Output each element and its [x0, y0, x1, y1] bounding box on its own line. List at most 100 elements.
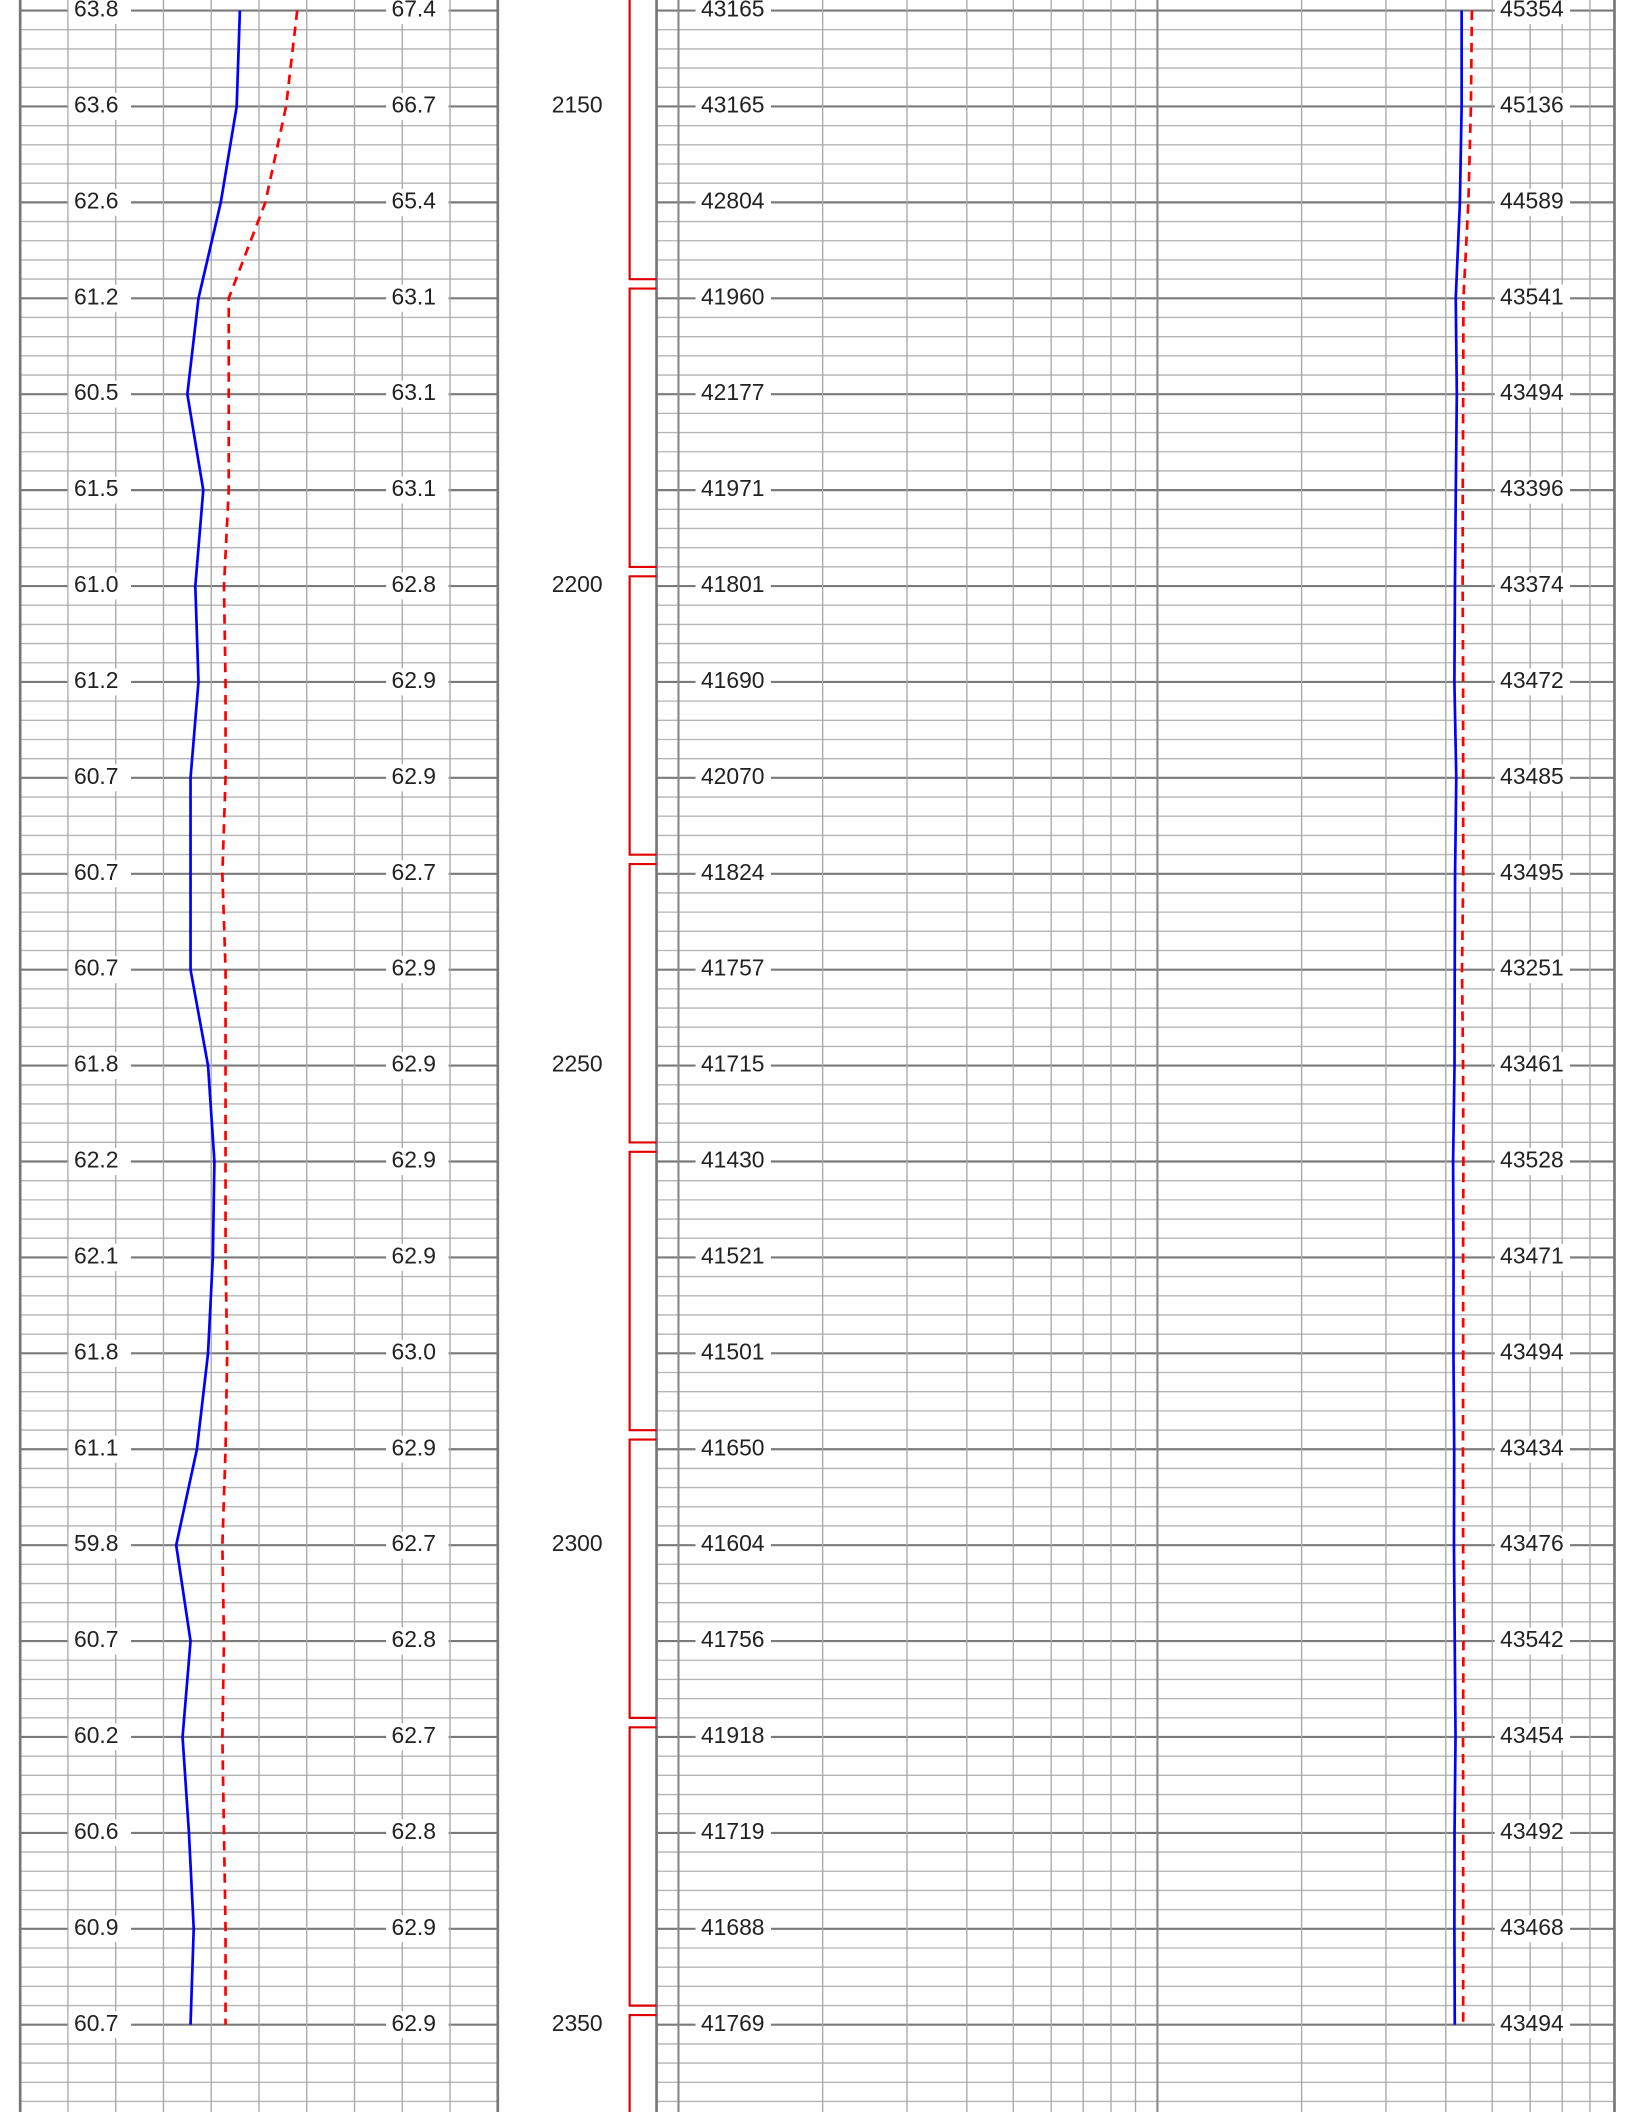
- value-label: 41650: [701, 1434, 765, 1460]
- label-background: [68, 1052, 132, 1080]
- label-background: [386, 860, 449, 888]
- label-background: [386, 1148, 449, 1175]
- value-label: 62.9: [392, 955, 437, 981]
- value-label: 62.9: [392, 1914, 437, 1940]
- label-background: [1494, 476, 1571, 504]
- label-background: [1494, 188, 1571, 216]
- label-background: [386, 956, 449, 984]
- interval-bracket: [628, 863, 657, 1144]
- value-label: 62.9: [392, 1434, 437, 1460]
- value-label: 60.7: [74, 955, 119, 981]
- value-label: 62.2: [74, 1147, 119, 1173]
- value-label: 43471: [1500, 1242, 1564, 1268]
- value-label: 43468: [1500, 1914, 1564, 1940]
- label-background: [1494, 1243, 1571, 1271]
- value-label: 62.6: [74, 187, 119, 213]
- value-label: 61.1: [74, 1434, 119, 1460]
- value-label: 43495: [1500, 859, 1564, 885]
- label-background: [1494, 572, 1571, 600]
- label-background: [695, 860, 771, 888]
- label-background: [695, 1723, 771, 1751]
- value-label: 41719: [701, 1818, 765, 1844]
- label-background: [695, 1243, 771, 1271]
- label-background: [695, 764, 771, 792]
- value-label: 61.5: [74, 475, 119, 501]
- label-background: [1494, 1915, 1571, 1943]
- label-background: [1494, 284, 1571, 312]
- value-label: 41801: [701, 571, 765, 597]
- label-background: [1494, 380, 1571, 408]
- label-background: [386, 0, 449, 25]
- log-curve: [221, 10, 299, 2025]
- label-background: [695, 1915, 771, 1943]
- value-label: 62.8: [392, 1626, 437, 1652]
- value-label: 43492: [1500, 1818, 1564, 1844]
- label-background: [695, 1339, 771, 1367]
- log-curve: [174, 10, 242, 2025]
- interval-bracket: [628, 1726, 657, 2007]
- label-background: [695, 572, 771, 600]
- label-background: [1494, 1052, 1571, 1080]
- label-background: [1494, 0, 1571, 25]
- label-background: [68, 1723, 132, 1751]
- value-label: 63.1: [392, 379, 437, 405]
- label-background: [695, 380, 771, 408]
- value-label: 43494: [1500, 379, 1564, 405]
- value-label: 65.4: [392, 187, 437, 213]
- label-background: [68, 1531, 132, 1559]
- interval-bracket: [628, 575, 657, 856]
- label-background: [386, 1531, 449, 1559]
- label-background: [1494, 1435, 1571, 1463]
- label-background: [386, 1915, 449, 1943]
- label-background: [68, 1819, 132, 1847]
- value-label: 43461: [1500, 1051, 1564, 1077]
- value-label: 41690: [701, 667, 765, 693]
- label-background: [68, 1627, 132, 1655]
- value-label: 43485: [1500, 763, 1564, 789]
- value-label: 63.1: [392, 283, 437, 309]
- depth-label: 2250: [552, 1051, 603, 1077]
- label-background: [386, 572, 449, 600]
- label-background: [1494, 93, 1571, 120]
- value-label: 41769: [701, 2010, 765, 2036]
- value-label: 60.5: [74, 379, 119, 405]
- interval-bracket: [628, 1438, 657, 1719]
- label-background: [68, 188, 132, 216]
- value-label: 41430: [701, 1147, 765, 1173]
- value-label: 62.8: [392, 571, 437, 597]
- label-background: [68, 1915, 132, 1943]
- label-background: [695, 1531, 771, 1559]
- label-background: [386, 284, 449, 312]
- value-label: 43541: [1500, 283, 1564, 309]
- label-background: [695, 188, 771, 216]
- value-label: 43165: [701, 0, 765, 22]
- value-label: 63.8: [74, 0, 119, 22]
- value-label: 62.7: [392, 859, 437, 885]
- value-label: 62.9: [392, 1147, 437, 1173]
- label-background: [386, 476, 449, 504]
- label-background: [386, 1819, 449, 1847]
- value-label: 63.0: [392, 1338, 437, 1364]
- label-background: [695, 1435, 771, 1463]
- value-label: 62.8: [392, 1818, 437, 1844]
- value-label: 43251: [1500, 955, 1564, 981]
- label-background: [695, 0, 771, 25]
- label-background: [68, 668, 132, 696]
- value-label: 43528: [1500, 1147, 1564, 1173]
- value-label: 41918: [701, 1722, 765, 1748]
- value-label: 41715: [701, 1051, 765, 1077]
- value-label: 62.9: [392, 1051, 437, 1077]
- log-curve: [1451, 10, 1463, 2025]
- label-background: [1494, 860, 1571, 888]
- value-label: 62.9: [392, 2010, 437, 2036]
- label-background: [386, 1243, 449, 1271]
- value-label: 43476: [1500, 1530, 1564, 1556]
- interval-bracket: [628, 287, 657, 569]
- label-background: [695, 284, 771, 312]
- label-background: [68, 572, 132, 600]
- label-background: [1494, 1339, 1571, 1367]
- value-label: 60.7: [74, 1626, 119, 1652]
- value-label: 42070: [701, 763, 765, 789]
- value-label: 60.6: [74, 1818, 119, 1844]
